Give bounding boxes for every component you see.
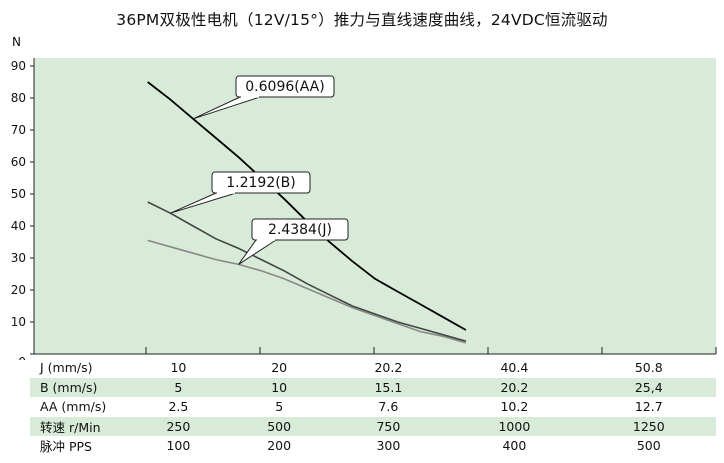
table-cell: 20 xyxy=(271,360,288,376)
row-header: B (mm/s) xyxy=(30,377,128,397)
series-label: 0.6096(AA) xyxy=(245,79,324,95)
callout-pointer xyxy=(238,239,277,265)
callout-pointer xyxy=(170,192,237,214)
y-tick-label: 40 xyxy=(11,219,26,233)
series-line-2 xyxy=(147,201,467,342)
table-row: B (mm/s) 5 10 15.1 20.2 25,4 xyxy=(30,377,716,397)
callout-box xyxy=(211,171,311,194)
chart-plot: N 0 10 20 30 40 50 60 70 80 90 0.6096(AA) 1.2192(B… xyxy=(11,35,717,360)
plot-background xyxy=(34,58,716,354)
table-row: J (mm/s) 10 20 20.2 40.4 50.8 xyxy=(30,358,716,378)
table-cell: 50.8 xyxy=(634,360,663,376)
table-cell: 20.2 xyxy=(447,377,582,397)
y-tick-label: 10 xyxy=(11,315,26,329)
table-cell: 400 xyxy=(502,438,527,454)
y-tick-label: 80 xyxy=(11,91,26,105)
y-tick-label: 60 xyxy=(11,155,26,169)
table-cell: 500 xyxy=(228,416,330,436)
table-cell: 1000 xyxy=(447,416,582,436)
table-row: 转速 r/Min 250 500 750 1000 1250 xyxy=(30,416,716,436)
speed-table: J (mm/s) 10 20 20.2 40.4 50.8 B (mm/s) 5 10 15.1 2… xyxy=(30,358,716,456)
series-label: 2.4384(J) xyxy=(268,222,332,238)
y-tick-label: 50 xyxy=(11,187,26,201)
table-cell: 10 xyxy=(170,360,187,376)
table-cell: 25,4 xyxy=(581,377,716,397)
row-header: 转速 r/Min xyxy=(30,416,128,436)
table-cell: 5 xyxy=(275,399,284,415)
table-cell: 10.2 xyxy=(500,399,529,415)
table-cell: 2.5 xyxy=(168,399,189,415)
table-cell: 250 xyxy=(128,416,229,436)
table-cell: 500 xyxy=(636,438,661,454)
table-row: 脉冲 PPS 100 200 300 400 500 xyxy=(30,436,716,456)
table-cell: 750 xyxy=(329,416,448,436)
y-axis-label: N xyxy=(12,35,21,49)
table-cell: 12.7 xyxy=(634,399,663,415)
table-cell: 200 xyxy=(267,438,292,454)
callout-pointer xyxy=(192,96,261,120)
row-header: AA (mm/s) xyxy=(40,399,107,415)
table-cell: 5 xyxy=(128,377,229,397)
table-cell: 20.2 xyxy=(374,360,403,376)
table-cell: 10 xyxy=(228,377,330,397)
table-cell: 1250 xyxy=(581,416,716,436)
chart-title: 36PM双极性电机（12V/15°）推力与直线速度曲线，24VDC恒流驱动 xyxy=(116,11,608,29)
table-cell: 40.4 xyxy=(500,360,529,376)
callout-box xyxy=(235,75,335,98)
row-header: J (mm/s) xyxy=(40,360,93,376)
table-cell: 300 xyxy=(376,438,401,454)
y-tick-label: 70 xyxy=(11,123,26,137)
table-row: AA (mm/s) 2.5 5 7.6 10.2 12.7 xyxy=(30,397,716,417)
table-cell: 15.1 xyxy=(329,377,448,397)
y-tick-label: 90 xyxy=(11,59,26,73)
series-line-3 xyxy=(147,239,467,344)
row-header: 脉冲 PPS xyxy=(40,439,92,455)
y-tick-label: 20 xyxy=(11,283,26,297)
y-tick-label: 0 xyxy=(18,355,26,360)
series-label: 1.2192(B) xyxy=(226,175,296,191)
table-cell: 7.6 xyxy=(378,399,399,415)
table-cell: 100 xyxy=(166,438,191,454)
callout-box xyxy=(251,218,349,241)
y-tick-label: 30 xyxy=(11,251,26,265)
